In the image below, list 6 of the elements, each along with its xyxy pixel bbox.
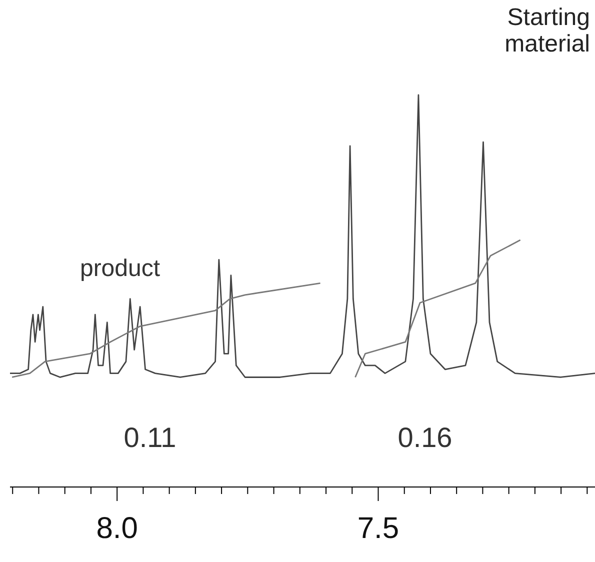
x-tick-label: 7.5 [357, 512, 400, 545]
x-tick-label: 8.0 [96, 512, 138, 545]
annotation: 0.11 [124, 422, 176, 453]
text: Starting material [504, 4, 590, 58]
annotation: product [80, 255, 160, 282]
annotation: 0.16 [398, 422, 452, 453]
